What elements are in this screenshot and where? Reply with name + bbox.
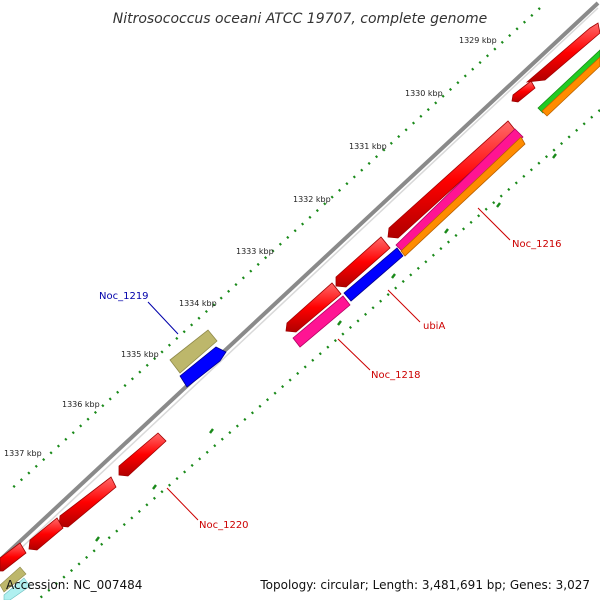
tick-label-1336: 1336 kbp [62,400,100,409]
feature-magenta-1216 [395,128,524,253]
leader-noc1216 [477,207,511,241]
feature-orange-top [541,56,600,117]
gene-label-noc1219: Noc_1219 [99,291,149,302]
gene-label-noc1216: Noc_1216 [512,239,562,250]
feature-green [537,49,600,114]
feature-cyan-corner [3,577,31,600]
leader-noc1218 [337,338,371,371]
map-title: Nitrosococcus oceani ATCC 19707, complet… [113,11,488,27]
tick-label-1333: 1333 kbp [236,247,274,256]
major-ticks [95,153,557,542]
tick-label-1330: 1330 kbp [405,89,443,98]
leader-noc1220 [166,487,199,521]
feature-blue-ubia [343,247,404,302]
tick-label-1334: 1334 kbp [179,299,217,308]
leader-noc1219 [147,301,179,335]
genome-stats-label: Topology: circular; Length: 3,481,691 bp… [260,578,590,592]
cds-track-red [0,22,600,572]
backbone-outer [0,1,600,562]
tick-label-1337: 1337 kbp [4,449,42,458]
tick-label-1331: 1331 kbp [349,142,387,151]
feature-blue-noc1219 [179,346,227,388]
feature-orange-1216 [400,136,526,257]
leader-ubia [387,289,421,323]
gene-label-ubia: ubiA [423,321,445,332]
accession-label: Accession: NC_007484 [6,578,143,592]
gene-label-noc1220: Noc_1220 [199,520,249,531]
tick-label-1329: 1329 kbp [459,36,497,45]
feature-magenta-1218 [292,295,351,348]
backbone-inner [1,7,599,567]
tick-label-1335: 1335 kbp [121,350,159,359]
tick-scale-outer [7,7,541,493]
tick-label-1332: 1332 kbp [293,195,331,204]
gene-label-noc1218: Noc_1218 [371,370,421,381]
feature-khaki [169,329,218,374]
feature-khaki-corner [0,566,27,593]
tick-scale-inner [39,109,600,599]
